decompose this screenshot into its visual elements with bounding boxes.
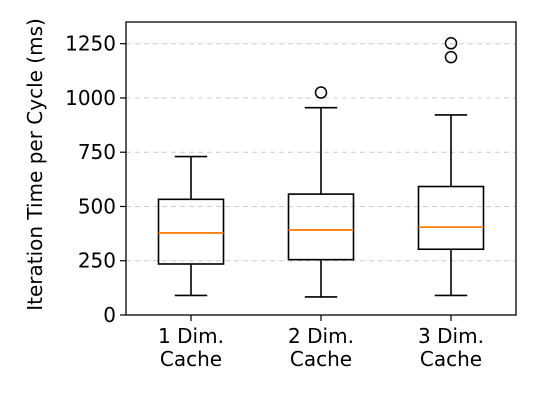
x-tick-label: Cache xyxy=(420,347,482,371)
iqr-box xyxy=(287,193,355,261)
y-tick-label: 750 xyxy=(78,140,116,164)
y-tick-label: 1250 xyxy=(65,32,116,56)
y-tick-label: 250 xyxy=(78,249,116,273)
x-tick-label: 1 Dim. xyxy=(158,324,224,348)
x-tick-label: Cache xyxy=(290,347,352,371)
y-tick-label: 500 xyxy=(78,194,116,218)
x-tick-label: 2 Dim. xyxy=(288,324,354,348)
iqr-box xyxy=(417,185,485,251)
box-group xyxy=(287,86,355,298)
y-axis-ticks: 0 250 500 750 1000 1250 xyxy=(65,32,126,327)
box-group xyxy=(417,37,485,297)
x-tick-label: 3 Dim. xyxy=(418,324,484,348)
outlier-point xyxy=(444,50,458,64)
y-tick-label: 1000 xyxy=(65,86,116,110)
boxes xyxy=(157,37,485,298)
y-axis-label: Iteration Time per Cycle (ms) xyxy=(23,18,47,311)
x-tick-label: Cache xyxy=(160,347,222,371)
y-tick-label: 0 xyxy=(103,303,116,327)
outlier-point xyxy=(314,86,328,99)
outlier-point xyxy=(444,37,458,50)
iqr-box xyxy=(157,198,225,265)
box-group xyxy=(157,155,225,297)
